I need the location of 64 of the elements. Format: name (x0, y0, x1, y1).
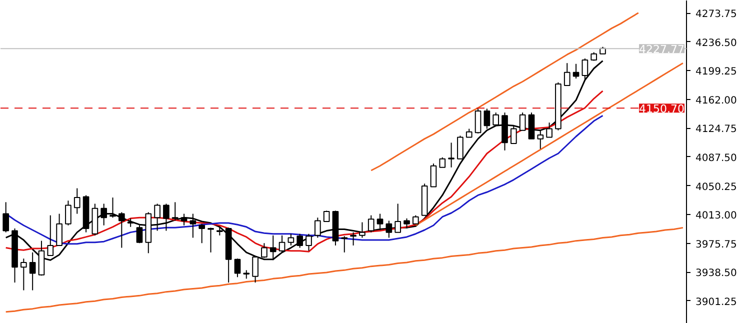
candlestick (100, 203, 108, 226)
candlestick (376, 213, 384, 229)
candlestick (56, 213, 62, 246)
candlestick (439, 156, 446, 168)
candlestick (474, 108, 482, 134)
candlestick (492, 112, 500, 126)
candlestick (484, 108, 490, 130)
candlestick (368, 214, 374, 233)
candlestick (118, 212, 125, 248)
candlestick (404, 218, 410, 229)
candlestick (20, 258, 27, 291)
y-tick-label: 3975.75 (696, 239, 737, 250)
y-tick-label: 3901.25 (696, 296, 737, 308)
candlestick (572, 63, 580, 80)
candlestick (154, 203, 160, 232)
ref-line-label: 4227.77 (639, 43, 685, 56)
candlestick (457, 135, 464, 160)
line-series (5, 226, 684, 313)
candlestick (314, 217, 321, 238)
candlestick (528, 112, 535, 140)
candlestick (261, 242, 268, 258)
y-tick-label: 4050.25 (696, 182, 737, 193)
candlestick (519, 112, 526, 131)
candlestick (29, 252, 36, 291)
candlestick (537, 130, 544, 150)
y-tick-label: 3938.50 (696, 268, 737, 280)
candlestick (448, 142, 454, 168)
candlestick (234, 258, 241, 278)
y-tick-label: 4236.50 (696, 38, 737, 49)
candlestick (136, 224, 143, 244)
line-series (370, 12, 640, 172)
candlestick (110, 197, 116, 218)
candlestick (510, 125, 517, 144)
candlestick (359, 222, 366, 238)
candlestick (74, 188, 80, 214)
candlestick (180, 213, 188, 226)
candlestick (47, 214, 54, 256)
candlestick (564, 62, 570, 86)
candlestick (278, 234, 286, 253)
ref-line-label: 4150.70 (639, 102, 685, 116)
candlestick (546, 122, 552, 138)
candlestick (208, 227, 214, 253)
candlestick (190, 213, 196, 238)
candlestick (430, 163, 437, 188)
candlestick (296, 233, 304, 248)
candlestick (323, 210, 330, 222)
y-tick-label: 4273.75 (696, 9, 737, 20)
candlestick (341, 236, 348, 253)
y-tick-label: 4013.00 (696, 210, 737, 222)
candlestick (163, 203, 170, 232)
candlestick (350, 232, 356, 246)
candlestick (198, 223, 206, 244)
y-tick-label: 4087.50 (696, 152, 737, 164)
candlestick (306, 233, 312, 252)
y-tick-label: 4199.25 (696, 66, 737, 78)
y-tick-label: 4162.00 (696, 95, 737, 106)
candlestick (386, 220, 392, 238)
candlestick (394, 203, 402, 233)
line-series (414, 62, 684, 226)
candlestick (65, 200, 72, 226)
candlestick (288, 233, 294, 246)
candlestick (2, 202, 10, 233)
candlestick (172, 202, 178, 222)
y-tick-label: 4124.75 (696, 124, 737, 136)
